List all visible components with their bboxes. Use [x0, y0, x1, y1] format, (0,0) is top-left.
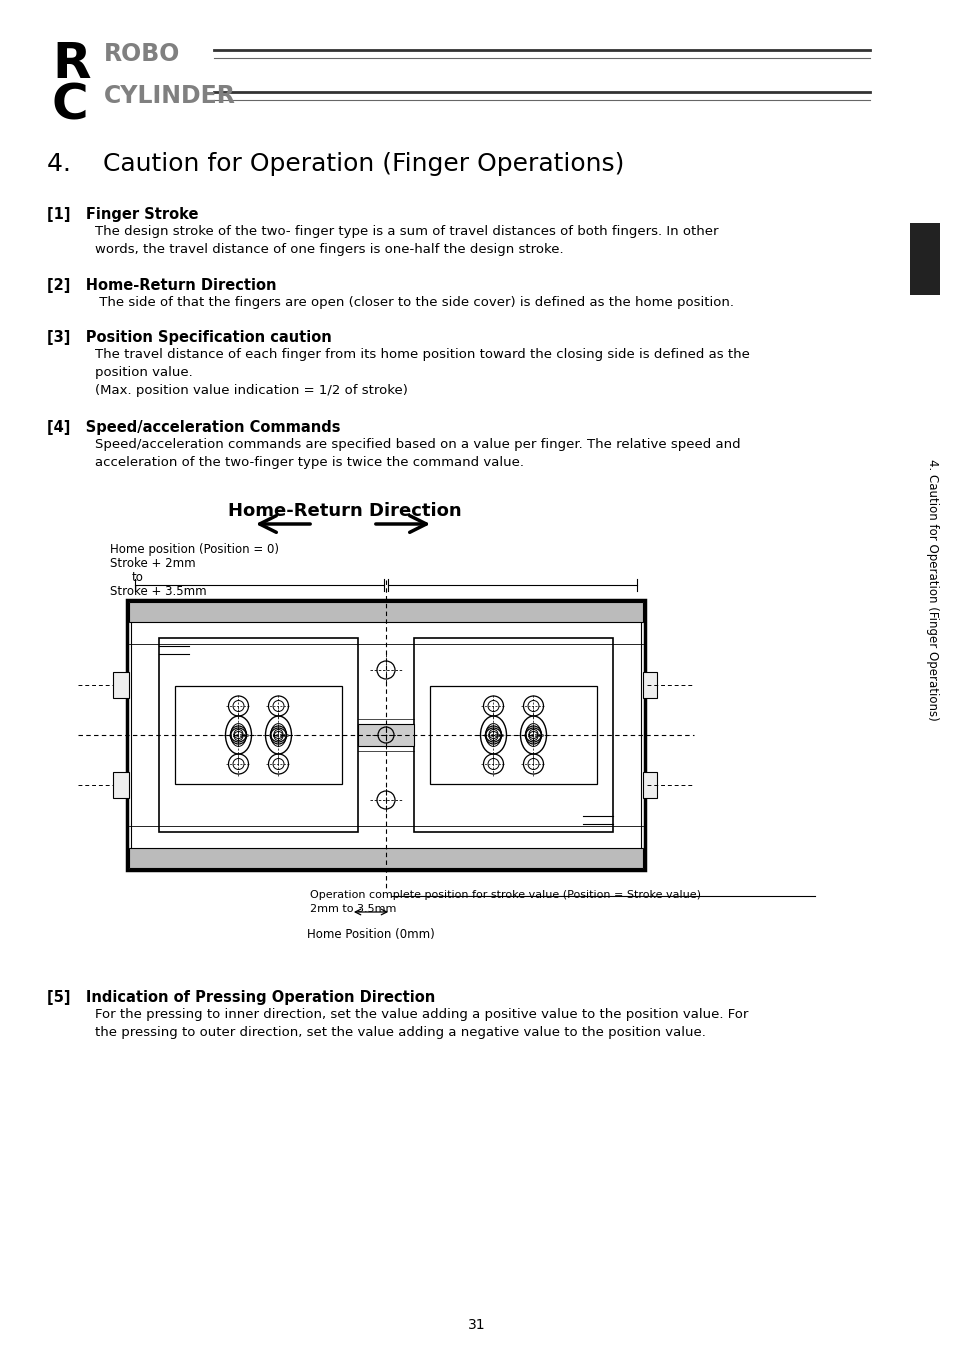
Bar	[127, 599, 644, 869]
Text: [1]   Finger Stroke: [1] Finger Stroke	[47, 207, 198, 221]
Text: Stroke + 3.5mm: Stroke + 3.5mm	[110, 585, 207, 598]
Bar	[414, 639, 613, 832]
Text: [5]   Indication of Pressing Operation Direction: [5] Indication of Pressing Operation Dir…	[47, 990, 435, 1004]
Text: Home Position (0mm): Home Position (0mm)	[307, 927, 435, 941]
Text: Home-Return Direction: Home-Return Direction	[228, 502, 461, 520]
Bar	[909, 223, 939, 296]
Text: For the pressing to inner direction, set the value adding a positive value to th: For the pressing to inner direction, set…	[95, 1008, 747, 1040]
Bar	[357, 724, 414, 747]
Bar	[112, 772, 129, 798]
Text: Stroke + 2mm: Stroke + 2mm	[110, 558, 195, 570]
Text: 2mm to 3.5mm: 2mm to 3.5mm	[310, 904, 395, 914]
Bar	[642, 672, 657, 698]
Bar	[430, 686, 597, 784]
Text: CYLINDER: CYLINDER	[104, 84, 235, 108]
Bar	[174, 686, 341, 784]
Text: The travel distance of each finger from its home position toward the closing sid: The travel distance of each finger from …	[95, 348, 749, 397]
Text: Operation complete position for stroke value (Position = Stroke value): Operation complete position for stroke v…	[310, 890, 700, 900]
Bar	[129, 602, 642, 622]
Bar	[129, 848, 642, 868]
Text: 31: 31	[468, 1318, 485, 1332]
Text: [4]   Speed/acceleration Commands: [4] Speed/acceleration Commands	[47, 420, 340, 435]
Text: 4.    Caution for Operation (Finger Operations): 4. Caution for Operation (Finger Operati…	[47, 153, 623, 176]
Bar	[112, 672, 129, 698]
Text: R: R	[52, 40, 91, 88]
Bar	[131, 603, 640, 865]
Text: ROBO: ROBO	[104, 42, 180, 66]
Text: [3]   Position Specification caution: [3] Position Specification caution	[47, 329, 332, 346]
Text: Home position (Position = 0): Home position (Position = 0)	[110, 543, 278, 556]
Text: 4. Caution for Operation (Finger Operations): 4. Caution for Operation (Finger Operati…	[925, 459, 939, 721]
Bar	[159, 639, 357, 832]
Text: The design stroke of the two- finger type is a sum of travel distances of both f: The design stroke of the two- finger typ…	[95, 225, 718, 256]
Bar	[642, 772, 657, 798]
Text: to: to	[132, 571, 144, 585]
Text: [2]   Home-Return Direction: [2] Home-Return Direction	[47, 278, 276, 293]
Text: The side of that the fingers are open (closer to the side cover) is defined as t: The side of that the fingers are open (c…	[95, 296, 733, 309]
Text: C: C	[52, 82, 89, 130]
Text: Speed/acceleration commands are specified based on a value per finger. The relat: Speed/acceleration commands are specifie…	[95, 437, 740, 468]
